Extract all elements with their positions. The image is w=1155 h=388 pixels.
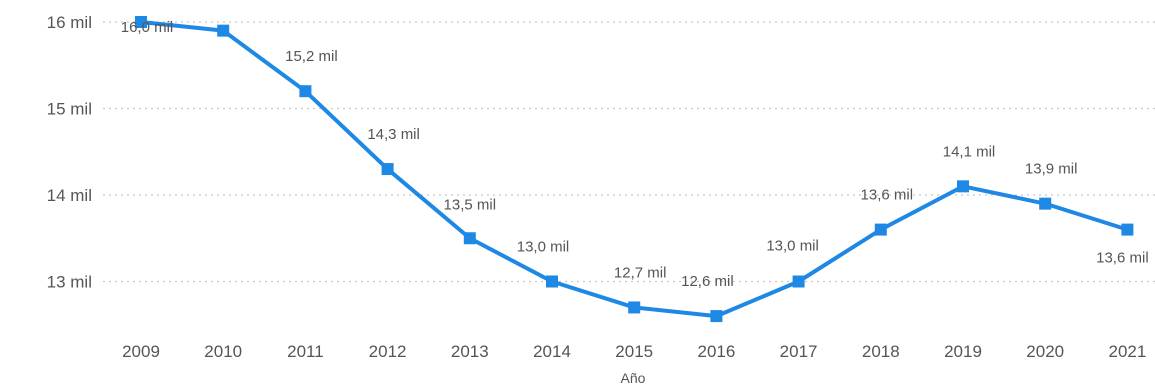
data-point (874, 223, 887, 236)
x-tick-label: 2013 (451, 342, 489, 361)
data-label: 13,9 mil (1025, 161, 1078, 178)
data-label: 15,2 mil (285, 48, 338, 65)
data-label: 13,6 mil (1096, 250, 1149, 267)
data-label: 14,1 mil (943, 143, 996, 160)
data-point (463, 232, 476, 245)
x-tick-label: 2018 (862, 342, 900, 361)
data-label: 13,5 mil (444, 196, 497, 213)
data-label: 13,0 mil (517, 239, 570, 256)
data-point (1039, 197, 1052, 210)
y-tick-label: 14 mil (47, 186, 92, 205)
data-point (957, 180, 969, 193)
x-tick-label: 2021 (1108, 342, 1146, 361)
x-tick-label: 2009 (122, 342, 160, 361)
gridlines (103, 21, 1155, 283)
x-tick-label: 2010 (204, 342, 242, 361)
x-tick-label: 2011 (287, 342, 324, 361)
y-axis: 13 mil 14 mil 15 mil 16 mil (47, 13, 92, 292)
x-tick-label: 2020 (1026, 342, 1064, 361)
data-point (381, 163, 394, 176)
x-tick-label: 2017 (780, 342, 818, 361)
y-tick-label: 15 mil (47, 100, 92, 119)
data-label: 13,0 mil (766, 238, 819, 255)
data-label: 16,0 mil (121, 19, 174, 36)
x-axis-title: Año (621, 370, 646, 386)
y-tick-label: 16 mil (47, 13, 92, 32)
x-tick-label: 2014 (533, 342, 571, 361)
data-point (792, 275, 805, 288)
x-tick-label: 2015 (615, 342, 653, 361)
data-point (217, 24, 230, 37)
data-label: 12,7 mil (614, 264, 667, 281)
data-point (299, 85, 312, 98)
data-point (135, 16, 147, 28)
x-tick-label: 2016 (697, 342, 735, 361)
data-point (546, 275, 558, 288)
data-points (135, 16, 1134, 323)
data-label: 14,3 mil (367, 126, 420, 143)
x-tick-label: 2012 (369, 342, 407, 361)
x-tick-label: 2019 (944, 342, 982, 361)
x-axis: 2009 2010 2011 2012 2013 2014 2015 2016 2017 2018… (122, 342, 1146, 361)
data-point (710, 310, 723, 323)
data-point (628, 301, 641, 314)
y-tick-label: 13 mil (47, 273, 92, 292)
data-point (1121, 223, 1134, 236)
data-label: 13,6 mil (861, 187, 914, 204)
data-label: 12,6 mil (681, 273, 734, 290)
